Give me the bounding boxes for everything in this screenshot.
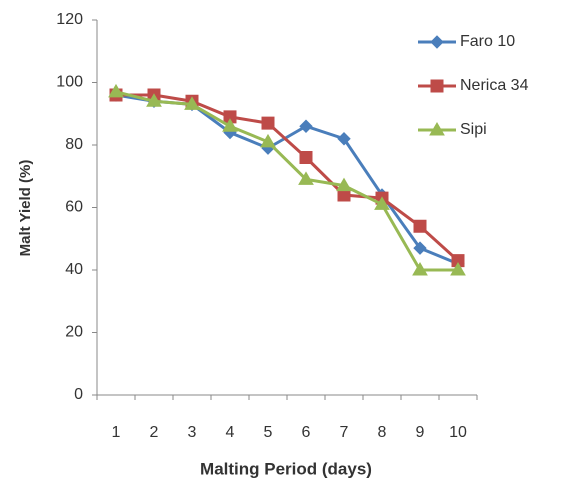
x-tick-label: 8 xyxy=(378,424,387,441)
x-tick-label: 3 xyxy=(188,424,197,441)
legend-marker xyxy=(429,122,445,136)
y-tick-label: 80 xyxy=(65,136,83,153)
data-point xyxy=(184,96,200,110)
y-tick-label: 100 xyxy=(56,74,83,91)
x-tick-label: 10 xyxy=(449,424,467,441)
x-tick-label: 5 xyxy=(264,424,273,441)
data-point xyxy=(450,262,466,276)
data-point xyxy=(413,241,427,255)
y-tick-label: 0 xyxy=(74,386,83,403)
data-point xyxy=(108,83,124,98)
legend-label: Sipi xyxy=(460,121,487,138)
y-tick-label: 40 xyxy=(65,261,83,278)
x-tick-label: 4 xyxy=(226,424,235,441)
data-point xyxy=(260,133,276,148)
data-point xyxy=(222,118,238,132)
x-tick-label: 7 xyxy=(340,424,349,441)
legend-label: Faro 10 xyxy=(460,33,515,50)
data-point xyxy=(261,116,275,130)
legend-label: Nerica 34 xyxy=(460,77,529,94)
y-tick-label: 120 xyxy=(56,11,83,28)
data-point xyxy=(413,219,427,233)
data-point xyxy=(299,119,313,133)
x-tick-label: 2 xyxy=(150,424,159,441)
series-line xyxy=(116,93,460,262)
series-line xyxy=(115,93,459,266)
series-line xyxy=(115,90,458,272)
legend-marker xyxy=(430,79,444,93)
data-point xyxy=(412,262,428,276)
legend-marker xyxy=(430,35,444,49)
data-point xyxy=(374,196,390,210)
x-axis-title: Malting Period (days) xyxy=(200,459,372,478)
y-tick-label: 60 xyxy=(65,199,83,216)
x-tick-label: 1 xyxy=(112,424,121,441)
data-point xyxy=(146,93,162,107)
y-tick-label: 20 xyxy=(65,324,83,341)
x-tick-label: 6 xyxy=(302,424,311,441)
data-point xyxy=(299,151,313,164)
y-axis-title: Malt Yield (%) xyxy=(17,160,34,257)
data-point xyxy=(298,171,314,185)
x-tick-label: 9 xyxy=(416,424,425,441)
data-point xyxy=(336,177,352,192)
data-point xyxy=(337,132,351,146)
